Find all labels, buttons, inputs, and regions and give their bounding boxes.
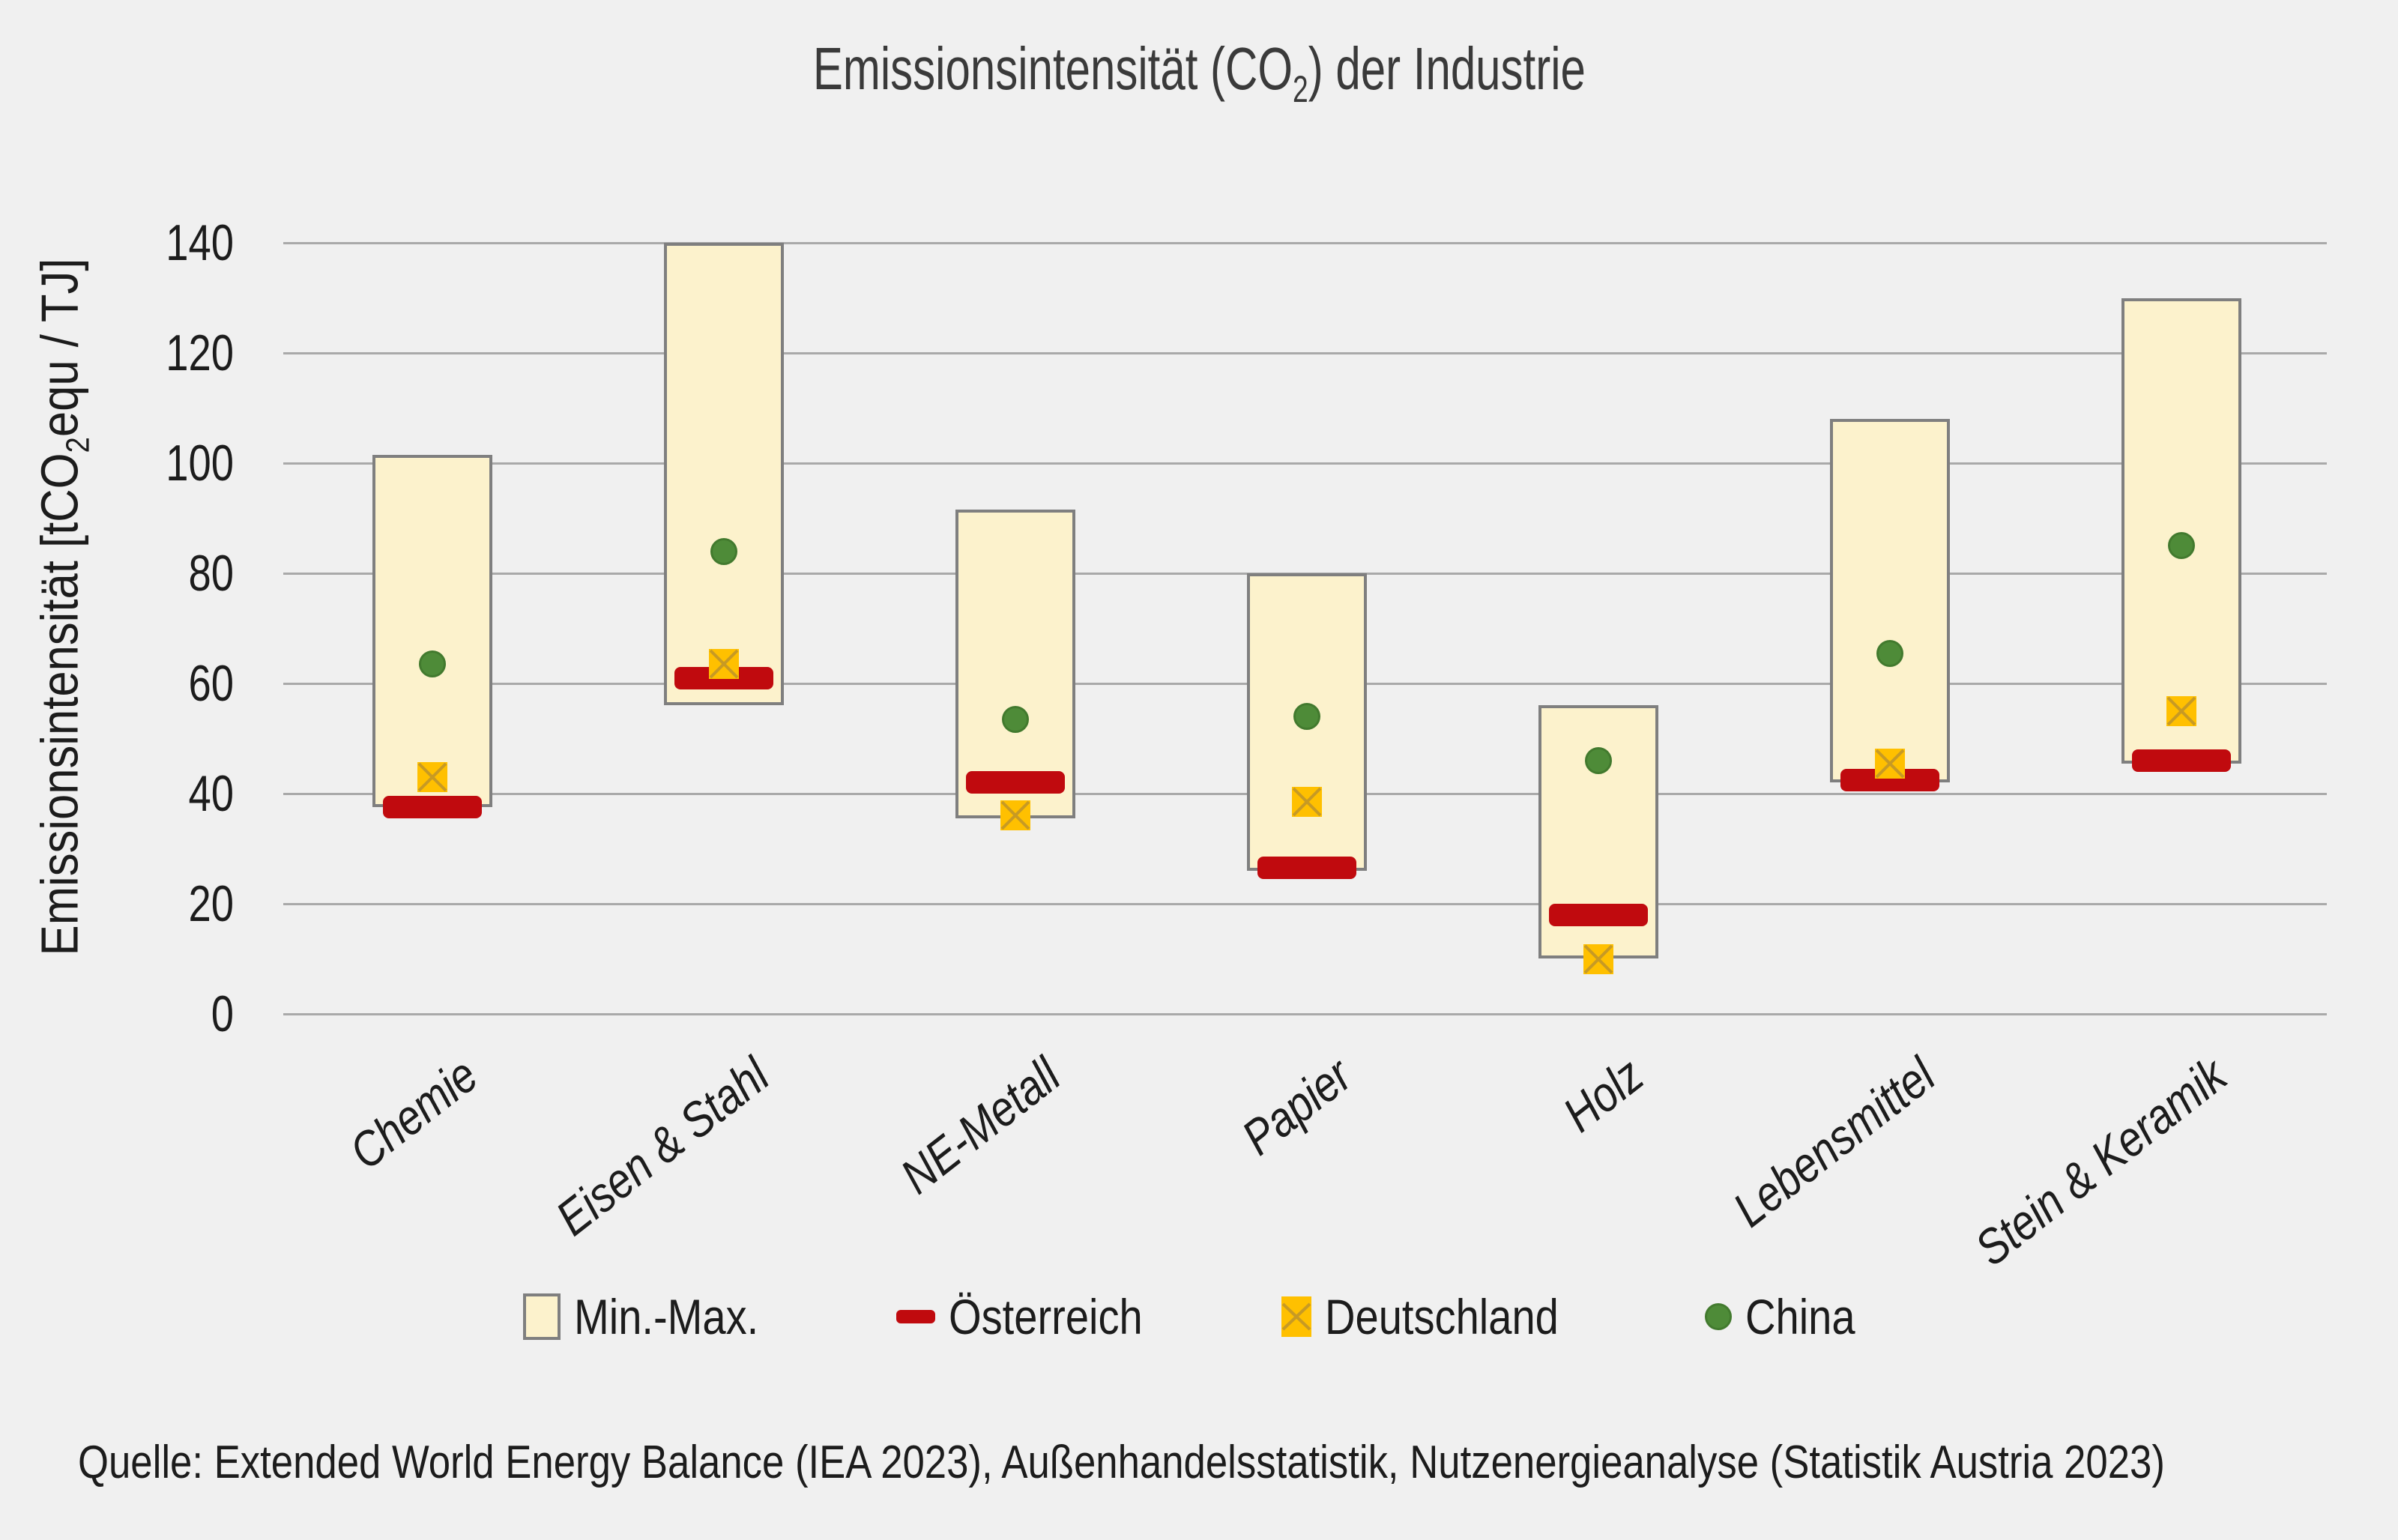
source-note: Quelle: Extended World Energy Balance (I… bbox=[78, 1437, 2165, 1488]
chart-title-subscript: 2 bbox=[1292, 68, 1308, 110]
chart-title: Emissionsintensität (CO2) der Industrie bbox=[0, 34, 2398, 124]
germany-x-marker-1 bbox=[709, 649, 739, 680]
range-bar-5 bbox=[1830, 419, 1950, 783]
x-tick-label-6: Stein & Keramik bbox=[1964, 1046, 2237, 1276]
germany-x-marker-6 bbox=[2166, 695, 2196, 726]
x-tick-label-4: Holz bbox=[1553, 1046, 1654, 1143]
y-tick-label-120: 120 bbox=[166, 324, 234, 381]
chart-title-text-end: ) der Industrie bbox=[1308, 35, 1586, 102]
range-bar-2 bbox=[955, 510, 1075, 819]
germany-x-marker-3 bbox=[1292, 787, 1322, 818]
legend-item-oesterreich: Österreich bbox=[896, 1283, 1177, 1350]
y-tick-label-20: 20 bbox=[188, 875, 234, 932]
range-box-swatch-icon bbox=[523, 1293, 561, 1340]
china-dot-marker-5 bbox=[1876, 639, 1903, 667]
x-tick-label-3: Papier bbox=[1231, 1046, 1362, 1165]
y-tick-label-100: 100 bbox=[166, 435, 234, 492]
x-square-swatch-icon bbox=[1281, 1296, 1312, 1337]
china-dot-marker-4 bbox=[1585, 746, 1612, 774]
y-tick-label-80: 80 bbox=[188, 545, 234, 602]
china-dot-marker-2 bbox=[1002, 705, 1029, 733]
y-tick-label-40: 40 bbox=[188, 765, 234, 822]
range-bar-1 bbox=[664, 243, 784, 706]
y-tick-label-140: 140 bbox=[166, 214, 234, 271]
legend: Min.-Max. Österreich Deutschland China bbox=[0, 1283, 2398, 1350]
gridline-y-0 bbox=[283, 1012, 2327, 1015]
legend-label-china: China bbox=[1745, 1289, 1855, 1344]
chart-title-text: Emissionsintensität (CO bbox=[812, 35, 1293, 102]
dash-swatch-icon bbox=[896, 1310, 935, 1323]
austria-dash-marker-4 bbox=[1549, 903, 1648, 926]
china-dot-marker-6 bbox=[2168, 532, 2195, 560]
y-tick-label-0: 0 bbox=[211, 985, 234, 1042]
x-tick-label-0: Chemie bbox=[339, 1046, 488, 1180]
legend-item-minmax: Min.-Max. bbox=[523, 1283, 791, 1350]
gridline-y-100 bbox=[283, 462, 2327, 465]
china-dot-marker-1 bbox=[710, 537, 737, 565]
legend-item-china: China bbox=[1705, 1283, 1874, 1350]
legend-label-minmax: Min.-Max. bbox=[574, 1289, 759, 1344]
austria-dash-marker-3 bbox=[1257, 857, 1356, 880]
legend-item-deutschland: Deutschland bbox=[1281, 1283, 1600, 1350]
gridline-y-20 bbox=[283, 902, 2327, 905]
germany-x-marker-0 bbox=[417, 761, 447, 792]
dot-swatch-icon bbox=[1705, 1303, 1733, 1330]
austria-dash-marker-6 bbox=[2132, 749, 2231, 772]
austria-dash-marker-2 bbox=[966, 771, 1065, 794]
china-dot-marker-3 bbox=[1293, 703, 1320, 731]
gridline-y-140 bbox=[283, 241, 2327, 244]
range-bar-6 bbox=[2121, 298, 2241, 764]
legend-label-oesterreich: Österreich bbox=[948, 1289, 1143, 1344]
y-tick-label-60: 60 bbox=[188, 655, 234, 712]
legend-label-deutschland: Deutschland bbox=[1325, 1289, 1559, 1344]
germany-x-marker-2 bbox=[1000, 800, 1030, 831]
x-tick-label-1: Eisen & Stahl bbox=[546, 1046, 779, 1246]
x-tick-label-2: NE-Metall bbox=[890, 1046, 1071, 1204]
x-tick-label-5: Lebensmittel bbox=[1722, 1046, 1945, 1237]
germany-x-marker-4 bbox=[1583, 943, 1613, 974]
austria-dash-marker-0 bbox=[383, 796, 482, 819]
gridline-y-120 bbox=[283, 351, 2327, 354]
range-bar-0 bbox=[372, 454, 492, 808]
china-dot-marker-0 bbox=[419, 650, 446, 678]
germany-x-marker-5 bbox=[1875, 748, 1905, 779]
